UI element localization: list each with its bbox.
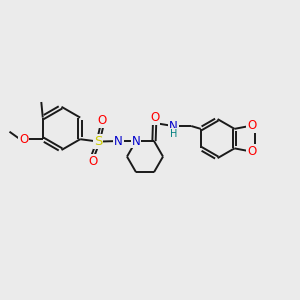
- Text: S: S: [94, 135, 102, 148]
- Text: N: N: [169, 119, 178, 133]
- Text: O: O: [88, 155, 98, 168]
- Text: O: O: [19, 133, 28, 146]
- Text: O: O: [247, 145, 256, 158]
- Text: O: O: [97, 114, 106, 127]
- Text: O: O: [150, 111, 159, 124]
- Text: O: O: [247, 119, 256, 132]
- Text: N: N: [132, 134, 140, 148]
- Text: N: N: [114, 134, 123, 148]
- Text: H: H: [169, 128, 177, 139]
